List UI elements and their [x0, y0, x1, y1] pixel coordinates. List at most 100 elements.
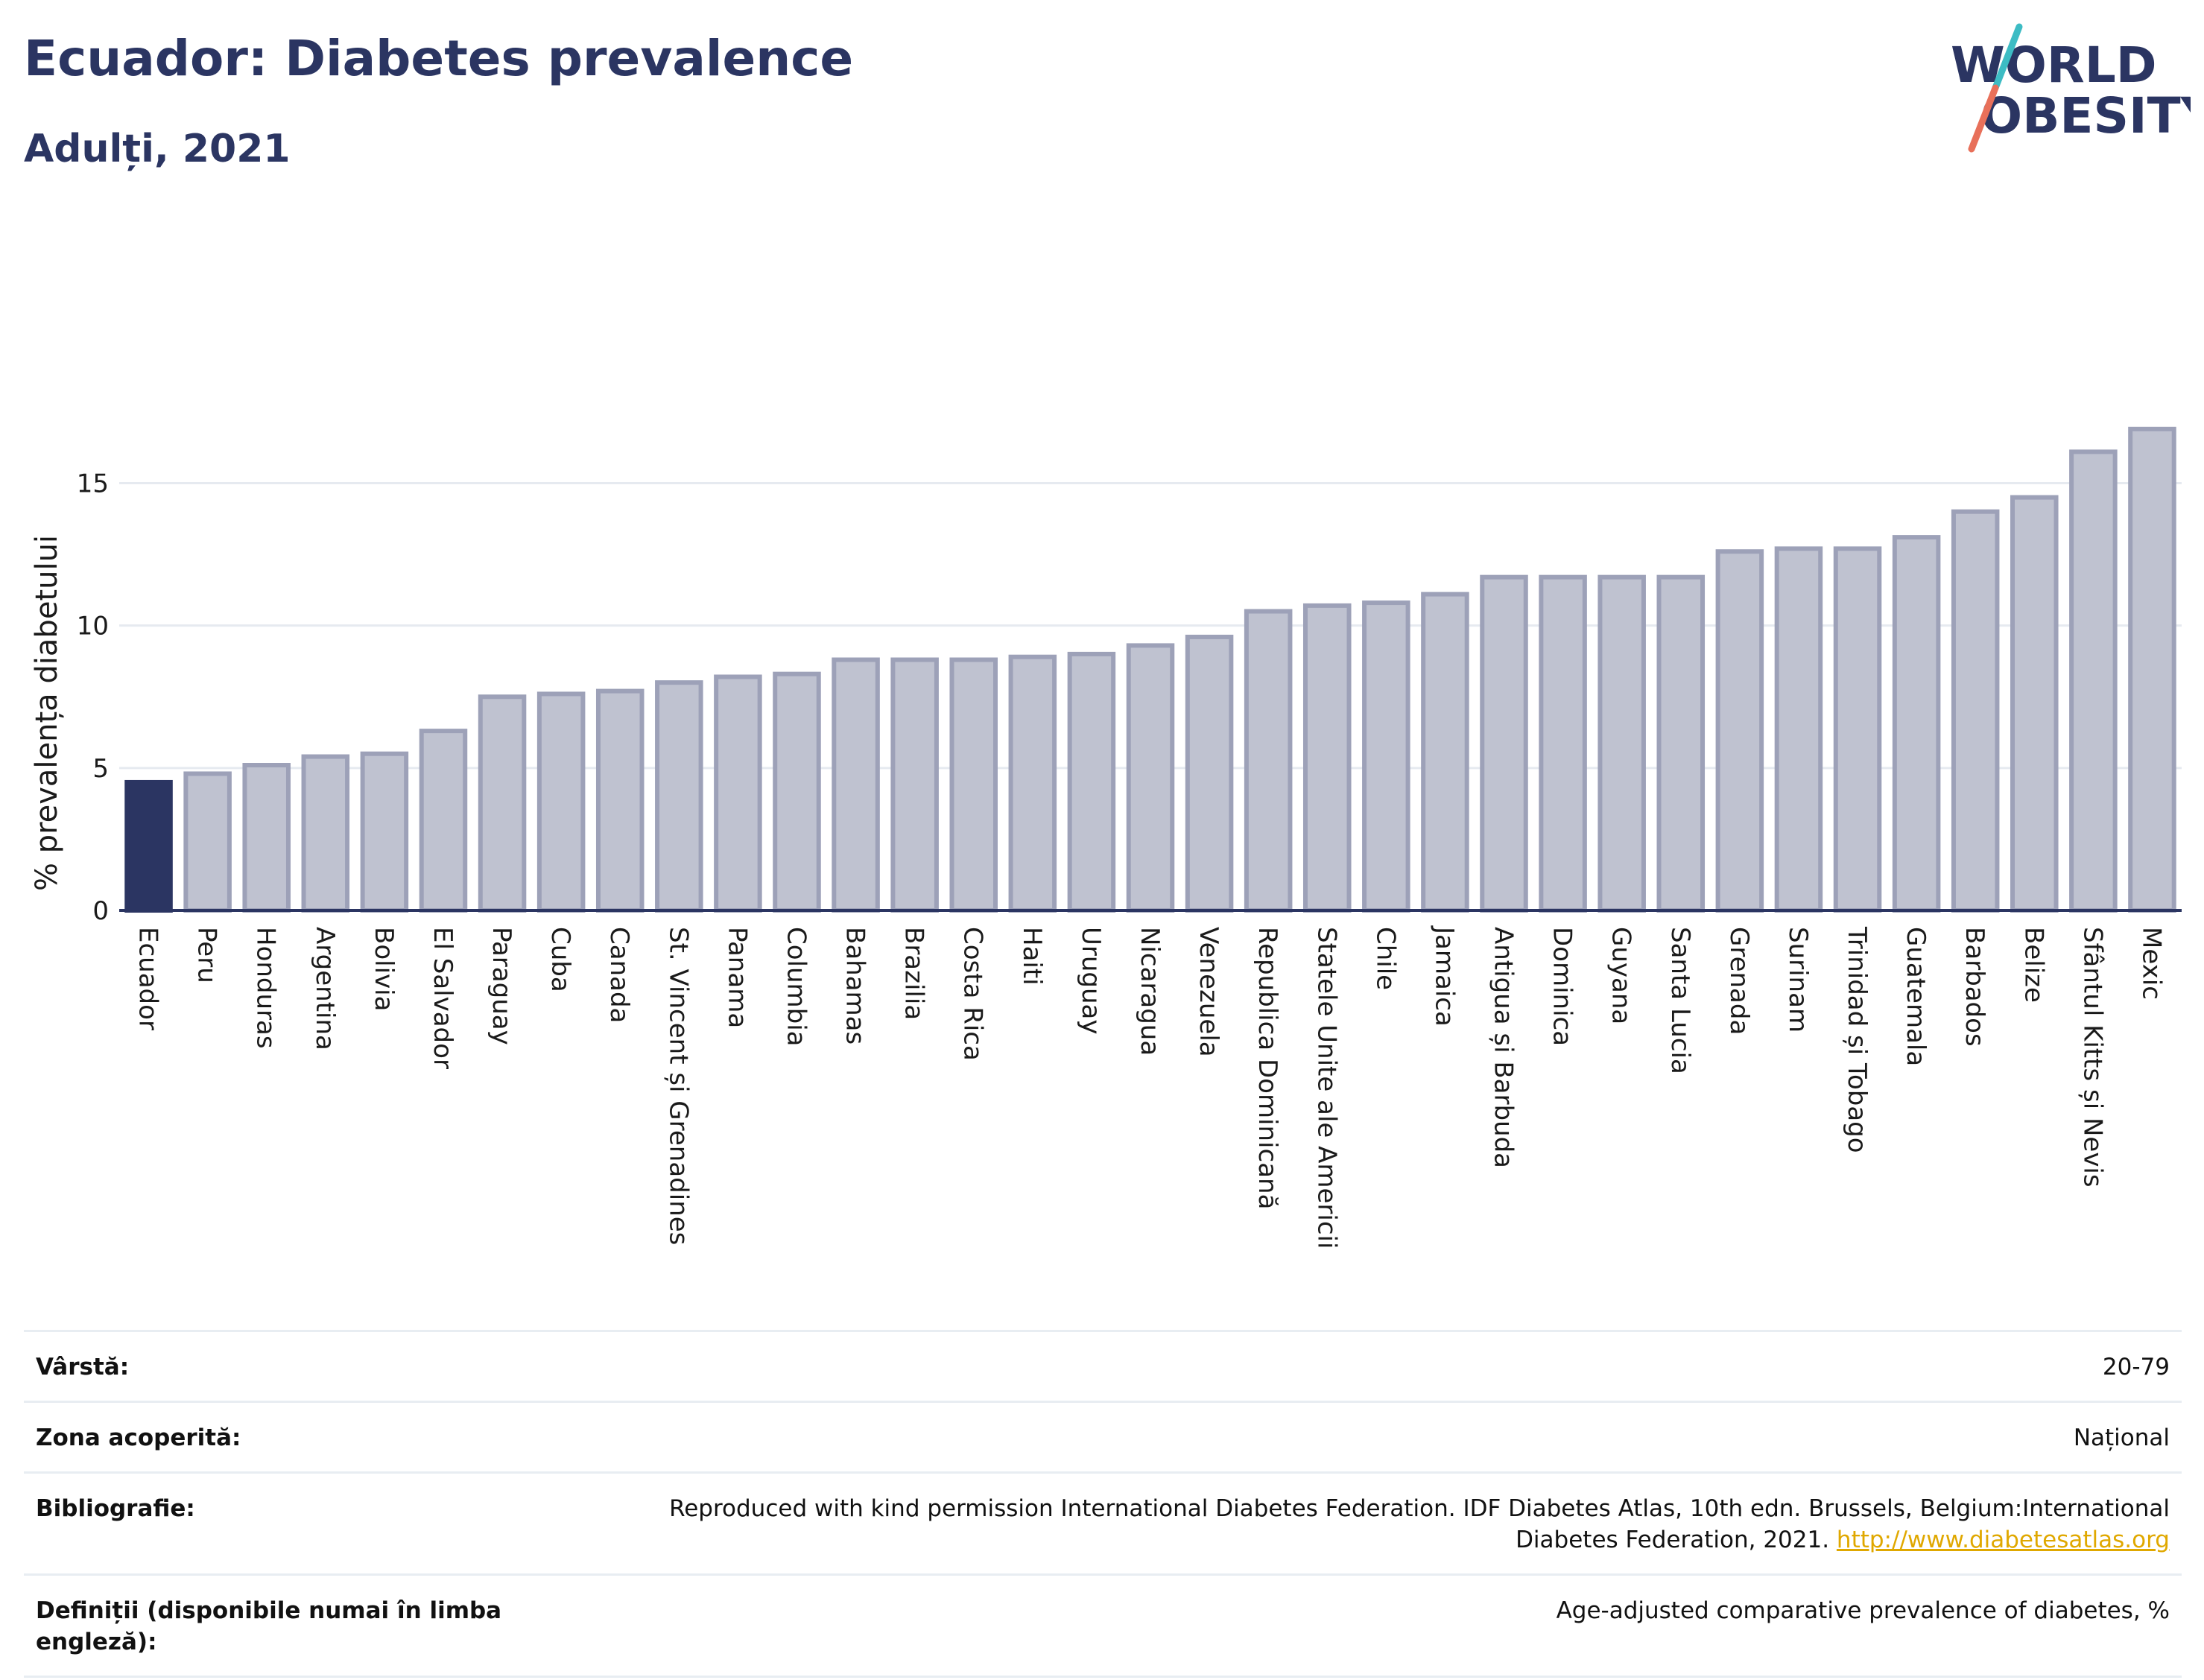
- x-tick-label: Surinam: [1783, 927, 1813, 1033]
- metadata-label: Vârstă:: [36, 1354, 130, 1381]
- bar-surinam: [1774, 546, 1823, 913]
- metadata-label: Definiții (disponibile numai în limba en…: [36, 1597, 502, 1655]
- x-tick-label: Bahamas: [840, 927, 870, 1045]
- metadata-value: 20-79: [2102, 1354, 2170, 1381]
- x-tick-label: Costa Rica: [958, 927, 988, 1061]
- bar-haiti: [1008, 654, 1057, 913]
- x-tick-label: Santa Lucia: [1665, 927, 1695, 1074]
- x-tick-label: Jamaica: [1429, 925, 1459, 1027]
- x-tick-label: Venezuela: [1194, 927, 1223, 1057]
- x-tick-label: Trinidad și Tobago: [1842, 926, 1872, 1153]
- bar-argentina: [301, 754, 350, 913]
- metadata-row: Definiții (disponibile numai în limba en…: [24, 1576, 2182, 1678]
- x-tick-label: Bolivia: [369, 927, 399, 1011]
- y-tick-label: 15: [77, 469, 109, 498]
- bar-uruguay: [1067, 651, 1116, 913]
- bar-costa-rica: [949, 657, 998, 913]
- x-tick-label: Guatemala: [1901, 927, 1931, 1066]
- bar-el-salvador: [419, 729, 468, 913]
- x-tick-label: St. Vincent și Grenadines: [663, 927, 693, 1245]
- x-tick-label: Uruguay: [1076, 927, 1106, 1035]
- x-tick-label: Chile: [1370, 927, 1400, 990]
- bar-peru: [183, 771, 232, 913]
- bar-chile: [1362, 600, 1410, 913]
- x-tick-label: Grenada: [1724, 927, 1754, 1035]
- x-tick-label: Barbados: [1960, 927, 1989, 1047]
- x-tick-label: Mexic: [2136, 927, 2166, 1000]
- bar-belize: [2010, 495, 2059, 913]
- page-title: Ecuador: Diabetes prevalence: [24, 30, 854, 87]
- bar-trinidad-i-tobago: [1833, 546, 1882, 913]
- logo-text-obesity: OBESITY: [1980, 87, 2191, 145]
- bar-grenada: [1715, 549, 1764, 913]
- bar-panama: [714, 674, 762, 913]
- x-tick-label: Antigua și Barbuda: [1489, 927, 1519, 1168]
- world-obesity-logo: WORLD OBESITY: [1951, 23, 2191, 153]
- bar-canada: [595, 688, 645, 913]
- bar-guyana: [1597, 574, 1646, 913]
- bar-cuba: [536, 691, 586, 913]
- logo-slash-top: [1992, 23, 2023, 92]
- bar-dominica: [1539, 574, 1587, 913]
- bar-mexic: [2128, 426, 2176, 913]
- x-tick-label: Haiti: [1017, 927, 1047, 986]
- bar-guatemala: [1892, 535, 1941, 913]
- bar-statele-unite-ale-americii: [1302, 603, 1352, 913]
- bar-barbados: [1951, 509, 2000, 913]
- x-tick-label: Honduras: [251, 927, 281, 1049]
- bar-brazilia: [890, 657, 939, 913]
- bars: [124, 426, 2176, 913]
- x-tick-label: El Salvador: [428, 927, 457, 1069]
- y-axis-label: % prevalența diabetului: [30, 535, 64, 891]
- bar-antigua-i-barbuda: [1480, 574, 1528, 913]
- y-axis-ticks: 0 5 10 15: [77, 469, 109, 926]
- x-tick-label: Canada: [604, 927, 634, 1023]
- x-tick-label: Sfântul Kitts și Nevis: [2077, 927, 2107, 1188]
- metadata-row: Vârstă: 20-79: [24, 1332, 2182, 1403]
- bar-venezuela: [1185, 634, 1234, 913]
- x-tick-label: Peru: [192, 927, 222, 983]
- x-tick-label: Dominica: [1548, 927, 1577, 1046]
- page-subtitle: Adulți, 2021: [24, 127, 291, 171]
- bar-honduras: [242, 763, 291, 913]
- metadata-row: Bibliografie: Reproduced with kind permis…: [24, 1474, 2182, 1576]
- x-tick-label: Paraguay: [487, 927, 516, 1045]
- logo-text-world: WORLD: [1951, 37, 2157, 94]
- metadata-value: Age-adjusted comparative prevalence of d…: [1556, 1597, 2170, 1624]
- x-tick-label: Nicaragua: [1135, 927, 1165, 1056]
- x-tick-label: Panama: [722, 927, 752, 1028]
- bar-nicaragua: [1126, 643, 1175, 913]
- x-tick-label: Ecuador: [133, 927, 163, 1030]
- bar-republica-dominican-: [1244, 609, 1293, 913]
- metadata-label: Zona acoperită:: [36, 1424, 241, 1451]
- bar-bolivia: [360, 751, 409, 913]
- source-link[interactable]: http://www.diabetesatlas.org: [1836, 1527, 2170, 1553]
- x-axis-labels: Ecuador Peru Honduras Argentina Bolivia El Sa…: [133, 925, 2167, 1249]
- bar-bahamas: [832, 657, 880, 913]
- bar-santa-lucia: [1656, 574, 1706, 913]
- x-tick-label: Belize: [2018, 927, 2048, 1003]
- bar-st-vincent-i-grenadines: [655, 680, 703, 913]
- metadata-value: Național: [2073, 1424, 2170, 1451]
- bar-columbia: [773, 671, 821, 913]
- metadata-label: Bibliografie:: [36, 1495, 195, 1522]
- metadata-table: Vârstă: 20-79 Zona acoperită: Național Bibli…: [24, 1330, 2182, 1678]
- x-tick-label: Argentina: [310, 927, 340, 1050]
- x-tick-label: Columbia: [781, 927, 811, 1047]
- bar-ecuador: [124, 779, 173, 913]
- metadata-row: Zona acoperită: Național: [24, 1403, 2182, 1474]
- y-tick-label: 0: [92, 896, 109, 926]
- metadata-value: Reproduced with kind permission Internat…: [669, 1495, 2170, 1553]
- x-tick-label: Cuba: [545, 927, 575, 992]
- x-tick-label: Statele Unite ale Americii: [1311, 927, 1341, 1249]
- bar-sf-ntul-kitts-i-nevis: [2069, 449, 2118, 913]
- bar-paraguay: [478, 694, 527, 913]
- y-tick-label: 5: [92, 754, 109, 784]
- bar-chart: 0 5 10 15 Ecuador Peru Honduras Argentina Boliv…: [30, 426, 2182, 1249]
- y-tick-label: 10: [77, 612, 109, 641]
- bar-jamaica: [1421, 592, 1469, 913]
- logo-slash-bottom: [1968, 84, 1999, 153]
- x-tick-label: Guyana: [1606, 927, 1636, 1024]
- x-tick-label: Republica Dominicană: [1253, 927, 1282, 1209]
- x-tick-label: Brazilia: [899, 927, 929, 1020]
